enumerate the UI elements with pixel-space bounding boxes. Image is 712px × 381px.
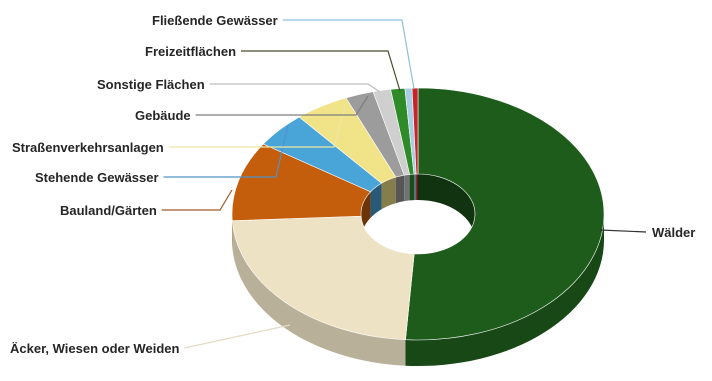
label-bauland-gaerten: Bauland/Gärten [60,203,157,218]
label-waelder: Wälder [652,225,695,240]
slice-waelder [405,87,605,341]
slice-inner-strassenverkehrsanlagen [381,177,396,210]
label-aecker-wiesen-oder-weiden: Äcker, Wiesen oder Weiden [10,341,179,356]
leader-line-freizeitflaechen [241,50,401,92]
leader-line-strassenverkehrsanlagen [168,102,347,148]
leader-line-bauland-gaerten [161,189,233,211]
slice-side-waelder [405,214,604,367]
label-strassenverkehrsanlagen: Straßenverkehrsanlagen [12,140,164,155]
slice-inner-sonstige [416,174,418,201]
leader-line-stehende-gewaesser [163,124,289,178]
slice-aecker-wiesen-oder-weiden [231,215,415,341]
leader-line-sonstige-flaechen [209,83,381,93]
leader-lines-layer [161,19,647,349]
slice-inner-stehende-gewaesser [370,183,382,218]
label-gebaeude: Gebäude [135,108,191,123]
slice-side-aecker-wiesen-oder-weiden [232,220,406,366]
slice-inner-fliessende-gewaesser [413,174,417,201]
label-freizeitflaechen: Freizeitflächen [145,44,236,59]
leader-line-gebaeude [195,95,369,116]
slice-inner-freizeitflaechen [409,174,414,201]
leader-line-fliessende-gewaesser [282,19,415,90]
slice-inner-sonstige-flaechen [404,174,410,202]
leader-line-waelder [599,229,647,233]
donut-top-layer [231,87,605,341]
slice-inner-gebaeude [395,175,405,204]
slice-inner-waelder [418,174,475,240]
label-stehende-gewaesser: Stehende Gewässer [35,170,159,185]
slice-labels-layer: Wälder Äcker, Wiesen oder Weiden Bauland/G… [10,13,695,356]
leader-line-aecker-wiesen-oder-weiden [184,324,291,349]
label-fliessende-gewaesser: Fließende Gewässer [152,13,278,28]
label-sonstige-flaechen: Sonstige Flächen [97,77,205,92]
